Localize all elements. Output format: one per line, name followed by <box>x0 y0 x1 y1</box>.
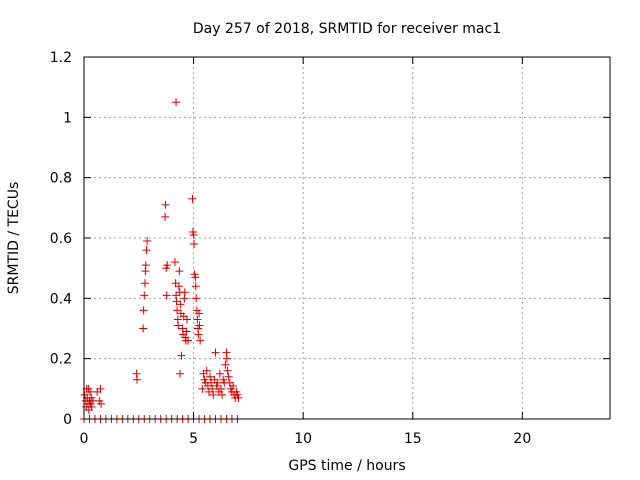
data-point <box>86 387 95 396</box>
y-axis-label: SRMTID / TECUs <box>6 182 22 295</box>
x-tick-label: 10 <box>294 431 312 447</box>
data-point <box>174 282 183 291</box>
data-point <box>174 321 183 330</box>
data-point <box>193 315 202 324</box>
data-point <box>176 300 185 309</box>
y-tick-label: 0 <box>63 412 72 428</box>
data-point <box>222 354 231 363</box>
data-point <box>234 393 243 402</box>
x-tick-label: 20 <box>513 431 531 447</box>
data-point <box>162 291 171 300</box>
data-point <box>141 261 150 270</box>
axis-ticks <box>83 56 610 420</box>
data-point <box>196 336 205 345</box>
data-point <box>184 336 193 345</box>
data-point <box>163 261 172 270</box>
data-point <box>172 98 181 107</box>
y-tick-label: 1.2 <box>50 50 72 66</box>
data-point <box>191 273 200 282</box>
data-point <box>206 372 215 381</box>
data-point <box>218 390 227 399</box>
data-point <box>96 384 105 393</box>
x-tick-label: 0 <box>80 431 89 447</box>
data-point <box>140 291 149 300</box>
data-point <box>192 294 201 303</box>
data-point <box>139 306 148 315</box>
data-point <box>175 267 184 276</box>
data-point <box>161 200 170 209</box>
data-point <box>177 351 186 360</box>
x-tick-label: 5 <box>189 431 198 447</box>
data-point <box>211 348 220 357</box>
data-point <box>143 237 152 246</box>
y-tick-label: 1 <box>63 110 72 126</box>
data-point <box>215 369 224 378</box>
data-point <box>175 369 184 378</box>
data-point <box>188 194 197 203</box>
data-point <box>216 384 225 393</box>
data-point <box>189 230 198 239</box>
y-axis-tick-labels: 0 0.2 0.4 0.6 0.8 1 1.2 <box>50 50 72 428</box>
data-point <box>161 212 170 221</box>
data-point <box>198 384 207 393</box>
data-point <box>142 246 151 255</box>
data-point <box>133 375 142 384</box>
data-point <box>223 366 232 375</box>
data-point <box>208 384 217 393</box>
data-point <box>139 324 148 333</box>
x-axis-label: GPS time / hours <box>288 458 405 474</box>
y-tick-label: 0.2 <box>50 352 72 368</box>
data-point <box>224 372 233 381</box>
chart-title: Day 257 of 2018, SRMTID for receiver mac… <box>193 21 501 37</box>
data-point <box>195 321 204 330</box>
data-point <box>87 402 96 411</box>
data-point <box>191 282 200 291</box>
y-tick-label: 0.8 <box>50 171 72 187</box>
y-tick-label: 0.6 <box>50 231 72 247</box>
data-point <box>229 381 238 390</box>
data-point <box>140 279 149 288</box>
data-point <box>183 315 192 324</box>
x-axis-tick-labels: 0 5 10 15 20 <box>80 431 532 447</box>
data-point <box>170 258 179 267</box>
data-point <box>97 399 106 408</box>
data-point <box>202 366 211 375</box>
data-point <box>195 309 204 318</box>
x-tick-label: 15 <box>404 431 422 447</box>
data-point <box>182 327 191 336</box>
data-point <box>194 330 203 339</box>
data-point <box>221 360 230 369</box>
data-point <box>180 288 189 297</box>
data-point <box>190 240 199 249</box>
data-point <box>209 390 218 399</box>
y-tick-label: 0.4 <box>50 291 72 307</box>
